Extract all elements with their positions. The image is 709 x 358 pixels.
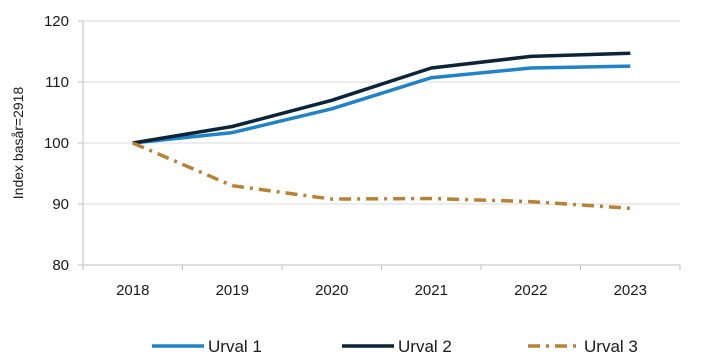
series-lines (132, 51, 631, 211)
series-line-1 (132, 64, 631, 145)
legend: Urval 1 Urval 2 Urval 3 (152, 337, 638, 356)
gridlines (83, 20, 680, 205)
x-tick-label: 2019 (216, 282, 249, 299)
y-tick-label: 110 (45, 74, 69, 91)
y-tick-label: 80 (52, 257, 69, 274)
legend-label-3: Urval 3 (584, 337, 638, 356)
y-tick-label: 120 (44, 13, 69, 30)
x-tick-label: 2020 (315, 282, 348, 299)
x-tick-label: 2021 (415, 282, 448, 299)
x-tick-label: 2023 (614, 282, 647, 299)
y-axis-title: Index basår=2918 (10, 87, 26, 200)
series-line-3 (132, 141, 631, 211)
y-tick-label: 100 (44, 135, 69, 152)
legend-label-1: Urval 1 (208, 337, 262, 356)
legend-label-2: Urval 2 (398, 337, 452, 356)
series-line-2 (132, 51, 631, 145)
x-tick-labels: 2018 2019 2020 2021 2022 2023 (82, 265, 681, 299)
y-tick-labels: 80 90 100 110 120 (44, 13, 83, 274)
x-tick-label: 2018 (116, 282, 149, 299)
y-tick-label: 90 (52, 196, 69, 213)
x-tick-label: 2022 (514, 282, 547, 299)
